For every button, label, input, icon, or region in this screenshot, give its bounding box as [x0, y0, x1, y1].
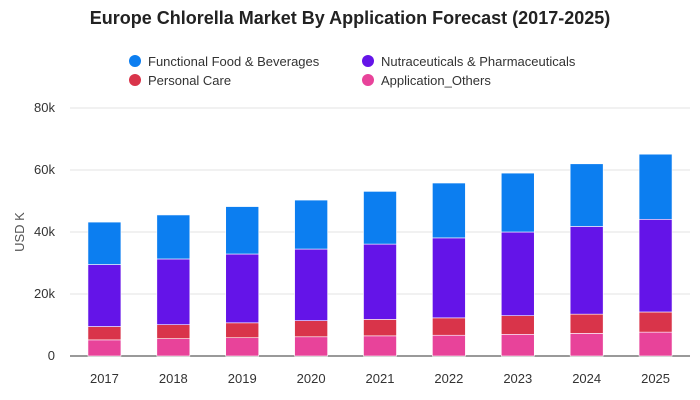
- x-tick-label: 2022: [434, 371, 463, 386]
- bar-segment: [569, 163, 604, 227]
- x-tick-label: 2018: [159, 371, 188, 386]
- x-tick-label: 2017: [90, 371, 119, 386]
- legend-marker: [362, 74, 374, 86]
- bar-segment: [363, 243, 397, 320]
- legend-marker: [129, 55, 141, 67]
- legend-marker: [129, 74, 141, 86]
- y-tick-label: 60k: [34, 162, 55, 177]
- bar-segment: [225, 206, 260, 255]
- legend-label: Personal Care: [148, 73, 231, 88]
- bar-segment: [225, 337, 260, 357]
- bar-segment: [638, 218, 673, 313]
- bar-segment: [500, 333, 535, 357]
- bar-segment: [432, 237, 466, 319]
- bar-segment: [638, 153, 673, 220]
- y-tick-label: 0: [48, 348, 55, 363]
- y-tick-label: 80k: [34, 100, 55, 115]
- bar-segment: [156, 324, 191, 339]
- x-tick-label: 2021: [366, 371, 395, 386]
- bar-segment: [500, 172, 535, 233]
- bar-segment: [500, 231, 535, 316]
- bar-segment: [638, 311, 673, 333]
- legend-label: Nutraceuticals & Pharmaceuticals: [381, 54, 576, 69]
- y-tick-label: 20k: [34, 286, 55, 301]
- bar-segment: [294, 336, 328, 357]
- legend-label: Functional Food & Beverages: [148, 54, 320, 69]
- bar-segment: [87, 339, 122, 357]
- bar-segment: [500, 315, 535, 335]
- bar-segment: [294, 248, 328, 321]
- bar-segment: [363, 191, 397, 245]
- bar-segment: [432, 317, 466, 336]
- bar-segment: [432, 334, 466, 357]
- y-axis-title: USD K: [12, 212, 27, 252]
- bar-segment: [363, 319, 397, 337]
- bar-segment: [156, 258, 191, 325]
- bar-segment: [87, 221, 122, 265]
- chart-title: Europe Chlorella Market By Application F…: [89, 8, 611, 28]
- y-tick-label: 40k: [34, 224, 55, 239]
- bar-segment: [638, 331, 673, 357]
- bar-segment: [87, 264, 122, 327]
- bar-segment: [432, 182, 466, 239]
- x-tick-label: 2020: [297, 371, 326, 386]
- x-tick-label: 2019: [228, 371, 257, 386]
- x-tick-label: 2025: [641, 371, 670, 386]
- bar-segment: [363, 335, 397, 357]
- bar-segment: [294, 320, 328, 338]
- x-tick-label: 2024: [572, 371, 601, 386]
- legend-marker: [362, 55, 374, 67]
- bar-segment: [225, 322, 260, 339]
- bar-segment: [569, 333, 604, 357]
- bar-segment: [156, 338, 191, 357]
- bar-segment: [569, 313, 604, 334]
- bar-segment: [225, 253, 260, 324]
- bar-segment: [87, 326, 122, 341]
- bar-segment: [156, 214, 191, 260]
- legend-label: Application_Others: [381, 73, 491, 88]
- bar-segment: [569, 226, 604, 315]
- x-tick-label: 2023: [503, 371, 532, 386]
- bar-segment: [294, 199, 328, 250]
